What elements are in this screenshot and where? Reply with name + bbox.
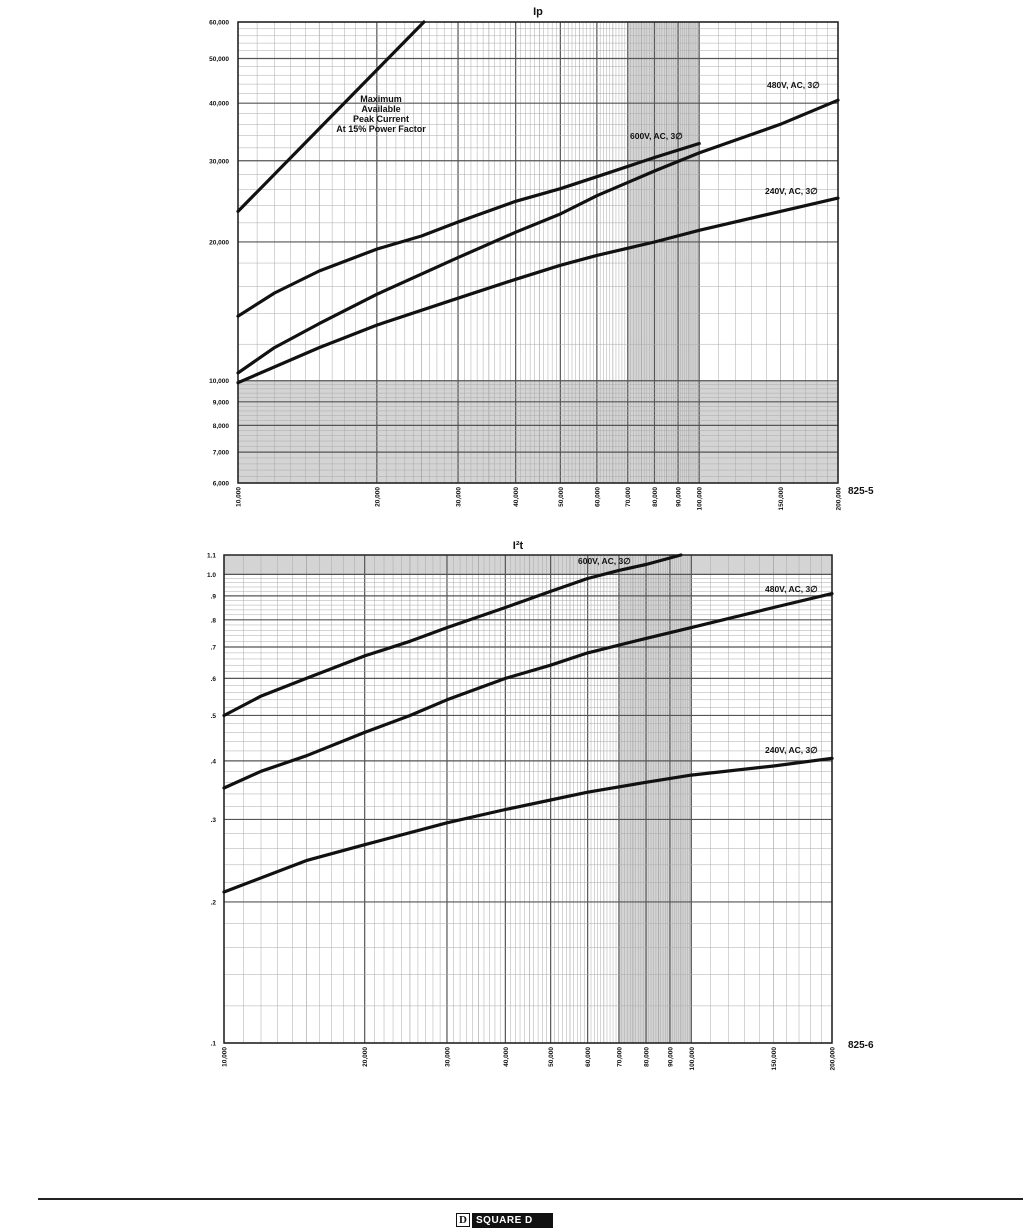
logo-text: SQUARE D	[472, 1212, 553, 1228]
series-line-2	[222, 756, 834, 894]
x-tick-label: 20,000	[374, 487, 381, 507]
y-tick-label: 40,000	[209, 101, 229, 108]
series-line-1	[222, 592, 834, 790]
series-line-1	[236, 141, 701, 318]
x-tick-label: 200,000	[830, 1047, 837, 1071]
y-tick-label: 1.1	[207, 553, 216, 560]
y-tick-label: .1	[211, 1041, 217, 1048]
y-tick-label: 7,000	[213, 450, 230, 457]
annotation-line: Available	[361, 104, 400, 114]
series-label-s600: 600V, AC, 3∅	[630, 131, 683, 141]
chart-i2t: .1 .2 .3 .4 .5 .6 .7 .8 .9 1.0 1.1 10,000 20,000 30,0…	[207, 540, 874, 1071]
y-tick-label: 30,000	[209, 158, 229, 165]
chart-ip: 6,000 7,000 8,000 9,000 10,000 20,000 30,000 40…	[209, 6, 874, 511]
x-tick-label: 200,000	[836, 487, 843, 511]
y-tick-label: .4	[211, 758, 217, 765]
x-tick-label: 70,000	[625, 487, 632, 507]
x-tick-label: 100,000	[689, 1047, 696, 1071]
x-tick-label: 30,000	[456, 487, 463, 507]
y-tick-label: 1.0	[207, 572, 216, 579]
y-tick-label: .7	[211, 644, 217, 651]
annotation-line: Peak Current	[353, 114, 409, 124]
x-tick-label: 150,000	[778, 487, 785, 511]
series-label-s480: 480V, AC, 3∅	[765, 584, 818, 594]
x-tick-label: 50,000	[558, 487, 565, 507]
y-tick-label: .3	[211, 817, 217, 824]
x-tick-label: 80,000	[652, 487, 659, 507]
series-label-s480: 480V, AC, 3∅	[767, 80, 820, 90]
grid	[223, 555, 833, 1044]
y-tick-label: .8	[211, 617, 217, 624]
series-label-s240: 240V, AC, 3∅	[765, 186, 818, 196]
x-tick-label: 80,000	[644, 1047, 651, 1067]
x-tick-label: 40,000	[503, 1047, 510, 1067]
logo-mark: D	[456, 1213, 470, 1227]
series-line-3	[236, 196, 840, 385]
y-tick-label: 6,000	[213, 481, 230, 488]
chart-title: Ip	[533, 6, 543, 18]
y-tick-label: 60,000	[209, 20, 229, 27]
y-tick-label: .5	[211, 713, 217, 720]
y-tick-label: 10,000	[209, 378, 229, 385]
x-tick-label: 60,000	[585, 1047, 592, 1067]
x-tick-label: 70,000	[616, 1047, 623, 1067]
x-tick-label: 10,000	[236, 487, 243, 507]
x-tick-label: 90,000	[667, 1047, 674, 1067]
y-tick-label: 20,000	[209, 239, 229, 246]
series-line-0	[236, 20, 426, 213]
x-tick-label: 100,000	[697, 487, 704, 511]
x-tick-label: 40,000	[513, 487, 520, 507]
x-tick-label: 10,000	[222, 1047, 229, 1067]
chart-title: I²t	[513, 540, 524, 552]
footer-rule	[38, 1198, 1023, 1200]
y-tick-label: .9	[211, 593, 217, 600]
shaded-band-x	[618, 555, 692, 1043]
series-label-s600: 600V, AC, 3∅	[578, 556, 631, 566]
shaded-band-y	[238, 380, 838, 483]
y-tick-label: .6	[211, 676, 217, 683]
y-tick-label: .2	[211, 899, 217, 906]
annotation-line: At 15% Power Factor	[336, 124, 426, 134]
x-tick-label: 90,000	[676, 487, 683, 507]
x-tick-label: 150,000	[771, 1047, 778, 1071]
y-tick-label: 8,000	[213, 423, 230, 430]
x-tick-label: 20,000	[362, 1047, 369, 1067]
x-tick-label: 30,000	[444, 1047, 451, 1067]
plot-frame	[223, 554, 833, 1044]
square-d-logo: D SQUARE D	[456, 1212, 553, 1228]
x-tick-label: 50,000	[548, 1047, 555, 1067]
plot-frame	[237, 21, 839, 484]
shaded-band-y	[224, 555, 832, 575]
figure-id: 825-5	[848, 486, 874, 497]
y-tick-label: 50,000	[209, 56, 229, 63]
y-tick-label: 9,000	[213, 399, 230, 406]
series-line-2	[236, 98, 840, 375]
annotation-line: Maximum	[360, 94, 402, 104]
figure-id: 825-6	[848, 1040, 874, 1051]
series-label-s240: 240V, AC, 3∅	[765, 745, 818, 755]
series-line-0	[222, 553, 683, 718]
x-tick-label: 60,000	[594, 487, 601, 507]
